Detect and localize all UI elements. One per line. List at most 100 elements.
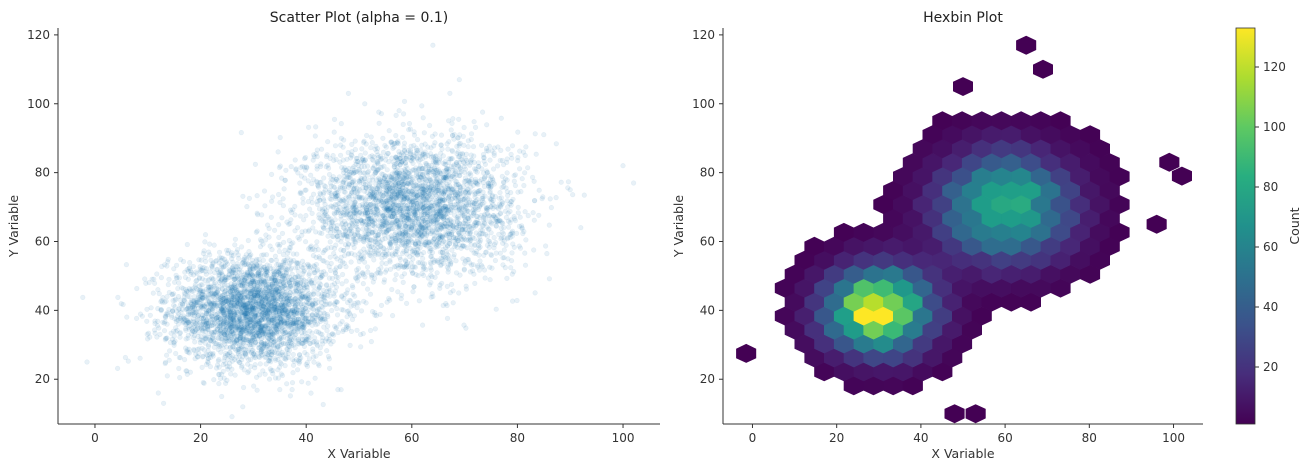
scatter-point <box>164 321 170 327</box>
scatter-point <box>268 214 274 220</box>
scatter-point <box>191 346 197 353</box>
scatter-point <box>143 280 149 286</box>
scatter-point <box>357 203 363 209</box>
scatter-point <box>271 345 278 351</box>
scatter-point <box>289 380 296 386</box>
scatter-point <box>222 288 228 295</box>
scatter-point <box>293 295 299 302</box>
scatter-point <box>486 172 492 179</box>
scatter-point <box>299 312 306 318</box>
scatter-point <box>267 265 274 272</box>
scatter-point <box>320 294 326 300</box>
scatter-point <box>262 326 268 332</box>
scatter-point <box>216 381 222 387</box>
scatter-point <box>134 315 140 322</box>
scatter-point <box>288 277 295 283</box>
scatter-point <box>525 165 531 171</box>
scatter-point <box>264 278 270 284</box>
scatter-point <box>348 259 354 265</box>
scatter-point <box>250 306 256 312</box>
scatter-point <box>457 272 463 278</box>
scatter-point <box>171 266 177 272</box>
scatter-point <box>251 282 257 289</box>
scatter-point <box>328 260 334 267</box>
scatter-point <box>360 331 366 337</box>
scatter-point <box>339 318 345 325</box>
scatter-point <box>211 377 217 383</box>
scatter-point <box>281 311 287 317</box>
scatter-point <box>333 242 339 248</box>
scatter-point <box>277 353 283 359</box>
scatter-point <box>152 330 158 336</box>
scatter-point <box>273 326 279 332</box>
scatter-point <box>273 309 279 316</box>
scatter-point <box>247 266 253 273</box>
scatter-point <box>144 318 150 324</box>
scatter-point <box>293 167 299 173</box>
scatter-point <box>331 332 337 338</box>
scatter-point <box>309 302 315 308</box>
scatter-point <box>289 387 295 393</box>
scatter-point <box>114 365 121 372</box>
scatter-point <box>229 331 235 337</box>
scatter-point <box>399 292 405 298</box>
scatter-point <box>263 323 269 329</box>
scatter-point <box>238 330 244 336</box>
scatter-point <box>236 277 242 283</box>
scatter-point <box>188 301 194 307</box>
scatter-point <box>288 241 294 247</box>
scatter-point <box>329 307 335 314</box>
scatter-point <box>304 309 310 315</box>
scatter-point <box>465 138 471 144</box>
scatter-point <box>183 327 189 333</box>
scatter-point <box>515 154 521 161</box>
scatter-point <box>276 191 282 198</box>
scatter-point <box>234 261 240 267</box>
scatter-point <box>337 263 344 269</box>
scatter-point <box>315 312 321 319</box>
scatter-point <box>228 324 234 330</box>
scatter-point <box>343 278 349 284</box>
scatter-point <box>275 288 281 294</box>
scatter-point <box>239 244 245 250</box>
scatter-point <box>166 276 172 283</box>
scatter-point <box>334 299 340 305</box>
scatter-point <box>289 314 295 320</box>
scatter-point <box>252 161 258 167</box>
scatter-point <box>249 337 255 343</box>
scatter-point <box>263 252 270 258</box>
scatter-point <box>191 313 197 319</box>
scatter-point <box>546 276 553 282</box>
scatter-point <box>147 312 153 318</box>
scatter-point <box>305 380 311 386</box>
scatter-point <box>211 242 217 248</box>
scatter-point <box>265 322 271 328</box>
scatter-point <box>217 375 224 382</box>
scatter-point <box>504 275 510 282</box>
scatter-point <box>271 272 277 278</box>
scatter-point <box>207 338 213 344</box>
scatter-point <box>191 329 197 335</box>
scatter-point <box>515 210 521 216</box>
scatter-point <box>269 198 275 204</box>
scatter-point <box>401 98 408 104</box>
scatter-point <box>216 284 222 290</box>
scatter-point <box>274 268 280 274</box>
scatter-point <box>280 273 286 279</box>
scatter-point <box>312 375 318 381</box>
scatter-point <box>271 271 277 277</box>
scatter-point <box>257 361 263 367</box>
scatter-point <box>206 287 212 293</box>
scatter-point <box>227 268 233 274</box>
scatter-point <box>276 222 282 228</box>
scatter-point <box>290 351 296 358</box>
scatter-point <box>166 357 172 363</box>
scatter-point <box>280 196 286 202</box>
scatter-point <box>294 260 300 266</box>
scatter-point <box>220 303 226 309</box>
scatter-point <box>298 340 304 346</box>
scatter-point <box>259 267 265 273</box>
scatter-point <box>276 243 282 249</box>
scatter-point <box>411 284 417 290</box>
scatter-point <box>308 390 314 396</box>
